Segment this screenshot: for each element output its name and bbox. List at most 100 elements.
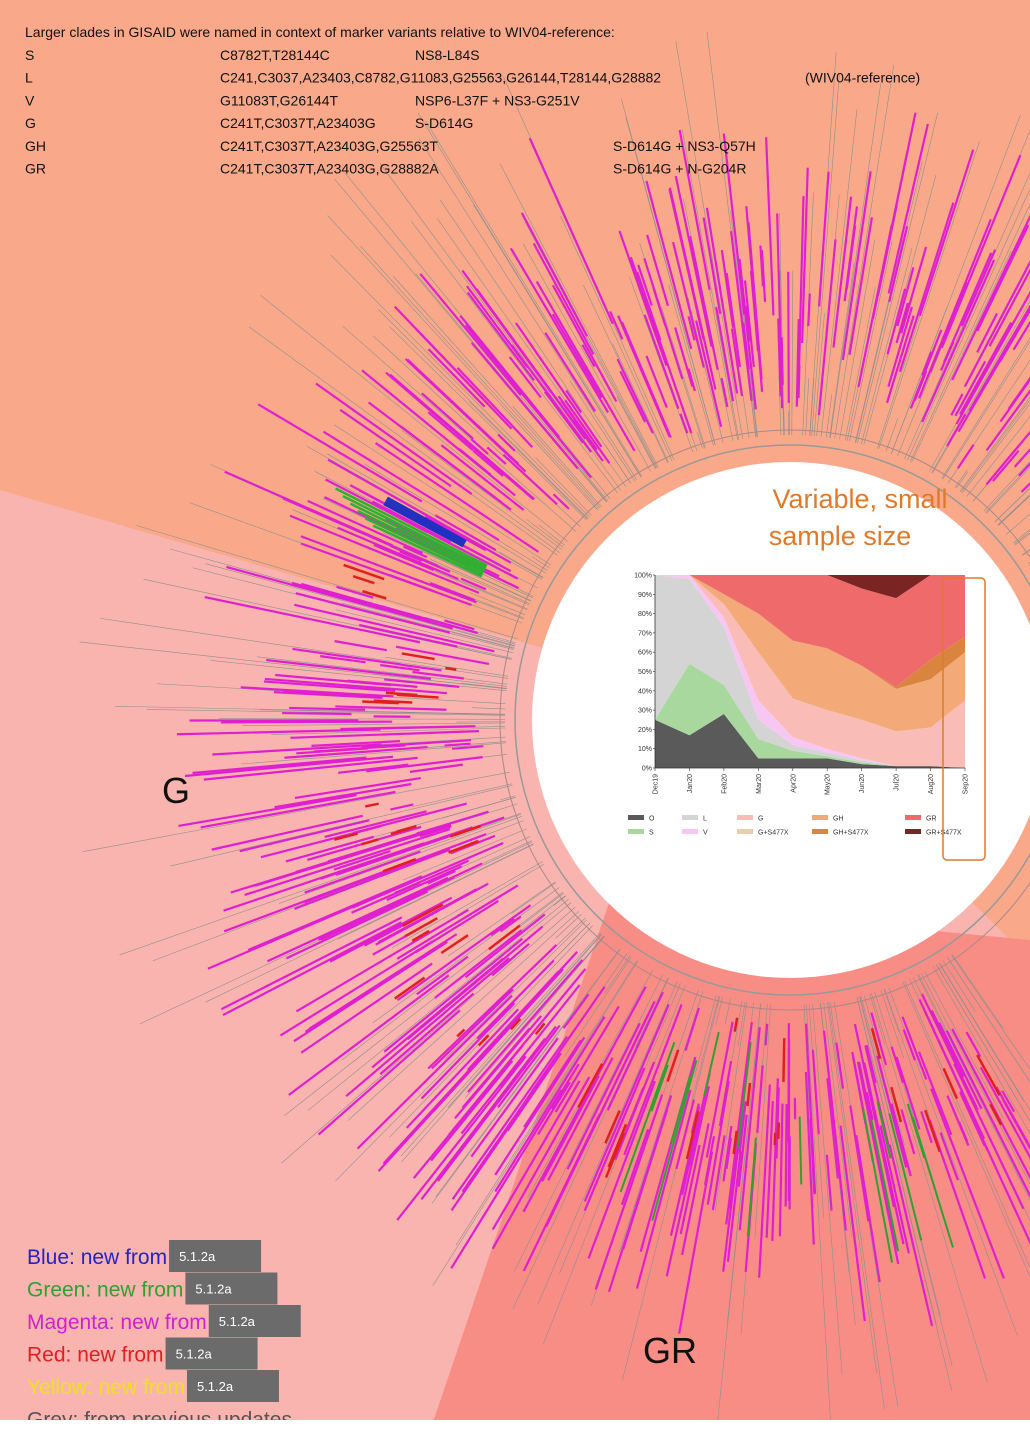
legend-label: O — [649, 816, 655, 823]
branch — [371, 500, 452, 544]
branch — [621, 996, 721, 1381]
branch — [924, 1109, 941, 1153]
branch — [629, 343, 670, 434]
branch — [898, 202, 955, 373]
branch — [543, 391, 584, 444]
branch — [646, 234, 670, 307]
branch — [273, 691, 382, 700]
branch — [338, 763, 409, 774]
branch — [607, 1123, 628, 1168]
branch — [551, 313, 603, 399]
branch — [538, 524, 566, 546]
branch — [1013, 529, 1030, 544]
branch — [512, 406, 602, 507]
branch — [444, 619, 475, 631]
branch — [326, 453, 544, 579]
branch — [552, 493, 570, 510]
y-tick-label: 100% — [634, 573, 652, 580]
branch — [282, 711, 352, 716]
branch — [809, 378, 815, 436]
branch — [349, 502, 486, 572]
branch — [455, 960, 638, 1246]
branch — [643, 314, 680, 410]
branch — [583, 1004, 670, 1202]
branch — [791, 270, 794, 436]
branch — [857, 224, 893, 388]
branch — [839, 1125, 866, 1322]
branch — [300, 962, 433, 1054]
legend-tag-box — [169, 1240, 262, 1272]
branch — [880, 990, 904, 1058]
legend-label: GR — [926, 816, 937, 823]
branch — [690, 995, 720, 1104]
branch — [389, 925, 593, 1138]
branch — [266, 876, 449, 963]
branch — [396, 824, 417, 833]
branch — [470, 342, 579, 470]
branch — [942, 960, 976, 1012]
branch — [720, 249, 735, 328]
legend-swatch — [682, 829, 698, 834]
branch — [431, 988, 514, 1070]
branch — [756, 1065, 764, 1133]
branch — [412, 670, 464, 680]
branch — [849, 1105, 870, 1222]
branch — [333, 424, 551, 566]
branch — [396, 693, 439, 699]
branch — [940, 341, 955, 371]
header-cell: NS8-L84S — [415, 47, 480, 63]
branch — [890, 1103, 912, 1177]
branch — [448, 839, 479, 854]
branch — [531, 556, 550, 568]
branch — [706, 1080, 730, 1205]
branch — [421, 511, 473, 542]
branch — [619, 991, 704, 1253]
branch — [372, 887, 560, 1024]
branch — [678, 129, 711, 291]
branch — [629, 276, 694, 453]
branch — [333, 849, 391, 871]
branch — [477, 1034, 490, 1047]
branch — [421, 392, 474, 440]
branch — [400, 425, 502, 503]
branch — [205, 843, 534, 1003]
branch — [461, 682, 507, 689]
branch — [500, 795, 516, 801]
branch — [440, 934, 469, 955]
branch — [939, 962, 1030, 1111]
x-tick-label: Jan20 — [687, 774, 694, 793]
branch — [385, 498, 466, 544]
branch — [361, 838, 379, 846]
header-cell: C8782T,T28144C — [220, 47, 330, 63]
branch — [342, 495, 487, 569]
y-tick-label: 30% — [638, 708, 652, 715]
branch — [835, 1042, 845, 1089]
branch — [885, 315, 915, 404]
branch — [520, 212, 589, 337]
branch — [359, 623, 458, 648]
branch — [373, 699, 413, 704]
legend-swatch — [628, 815, 644, 820]
branch — [211, 814, 363, 851]
branch — [939, 1132, 959, 1181]
branch — [841, 171, 872, 361]
branch — [936, 964, 1030, 1122]
branch — [508, 356, 542, 399]
branch — [666, 1049, 680, 1082]
branch — [674, 175, 713, 347]
branch — [311, 739, 401, 747]
legend-swatch — [812, 815, 828, 820]
branch — [432, 960, 639, 1286]
branch — [784, 1104, 788, 1207]
branch — [635, 977, 669, 1047]
branch — [999, 377, 1030, 423]
branch — [449, 824, 482, 838]
y-tick-label: 10% — [638, 746, 652, 753]
branch — [870, 1118, 900, 1252]
branch — [427, 869, 456, 885]
branch — [669, 1111, 701, 1236]
branch — [435, 948, 621, 1197]
branch — [749, 270, 760, 352]
branch — [347, 679, 418, 688]
branch — [378, 309, 589, 519]
